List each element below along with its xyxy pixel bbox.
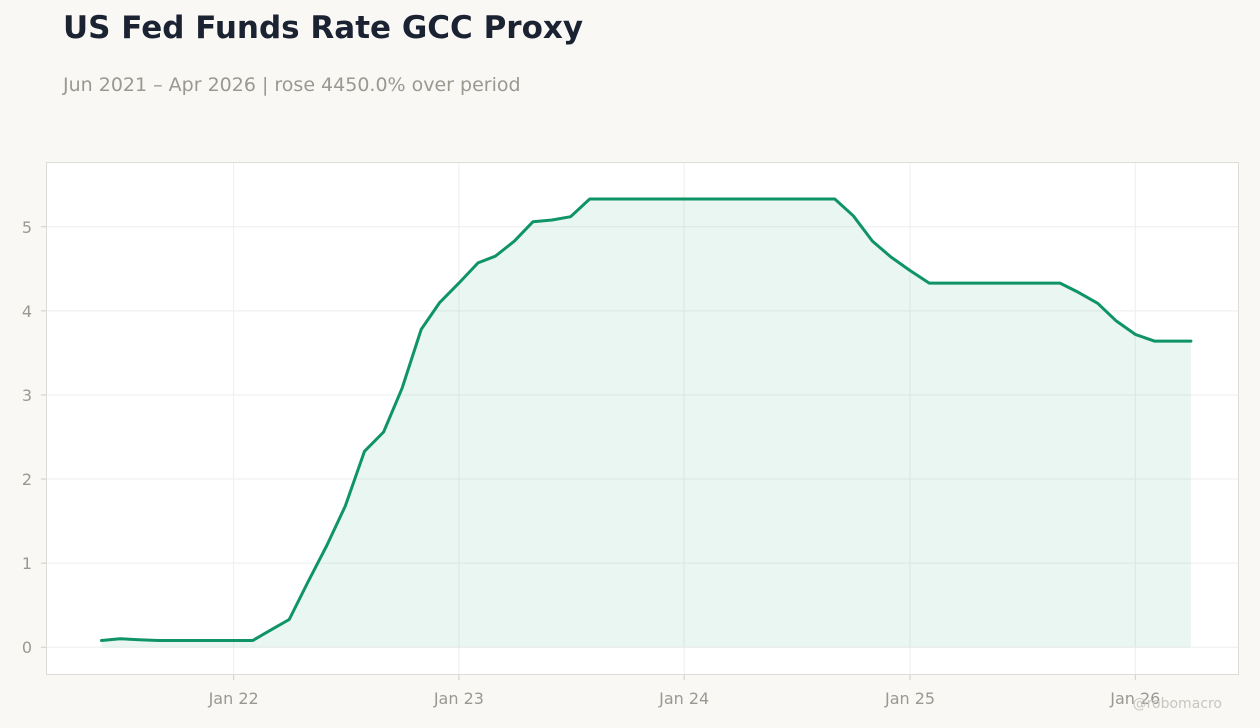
x-axis-ticks: Jan 22 Jan 23 Jan 24 Jan 25 Jan 26 — [208, 675, 1160, 708]
y-tick-label: 1 — [22, 554, 32, 573]
y-tick-label: 2 — [22, 470, 32, 489]
plot-frame — [46, 162, 1239, 675]
y-tick-label: 5 — [22, 218, 32, 237]
grid-lines — [46, 162, 1239, 675]
chart-subtitle: Jun 2021 – Apr 2026 | rose 4450.0% over … — [63, 74, 521, 96]
x-tick-label: Jan 22 — [208, 689, 259, 708]
x-tick-label: Jan 26 — [1109, 689, 1160, 708]
y-tick-label: 0 — [22, 638, 32, 657]
x-tick-label: Jan 23 — [433, 689, 484, 708]
watermark: @robomacro — [1132, 696, 1222, 712]
x-tick-label: Jan 24 — [658, 689, 709, 708]
chart-title: US Fed Funds Rate GCC Proxy — [63, 10, 584, 46]
y-axis-ticks: 0 1 2 3 4 5 — [22, 218, 46, 657]
y-tick-label: 3 — [22, 386, 32, 405]
series-line — [100, 197, 1193, 642]
plot-background — [46, 162, 1239, 675]
x-tick-label: Jan 25 — [884, 689, 935, 708]
y-tick-label: 4 — [22, 302, 32, 321]
area-fill — [101, 199, 1191, 648]
